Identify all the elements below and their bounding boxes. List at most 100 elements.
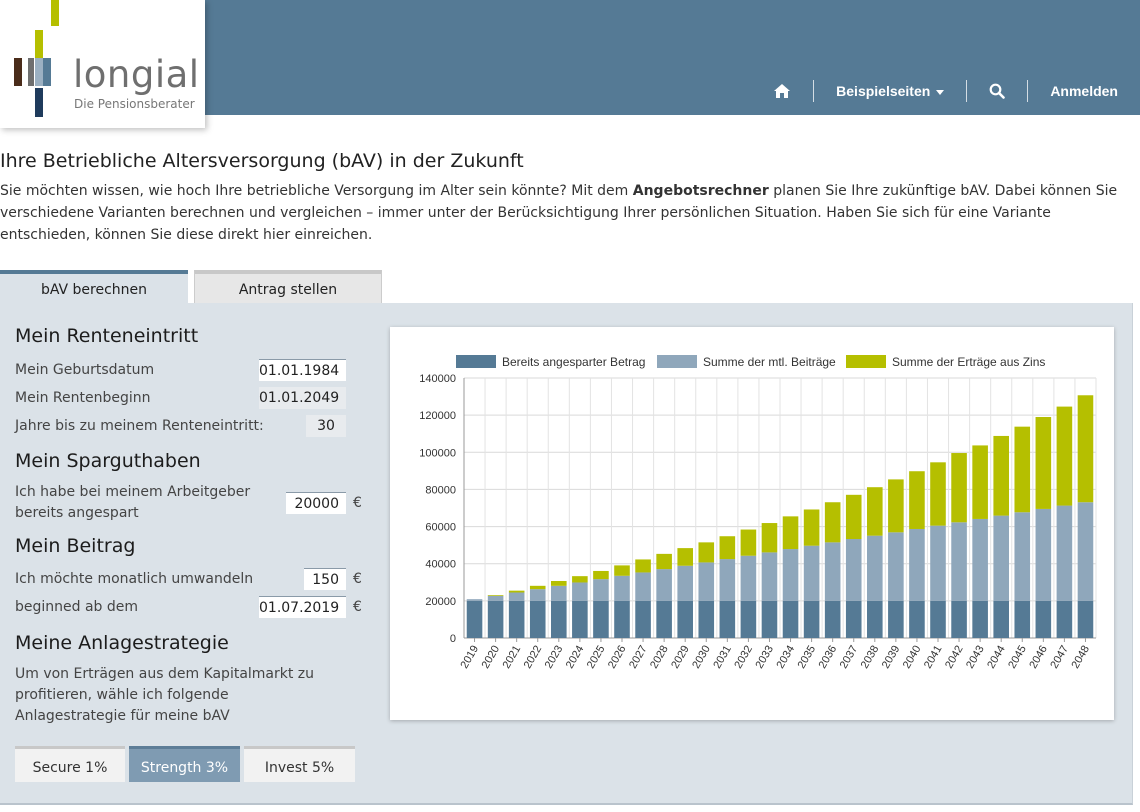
bar-segment [740, 529, 757, 556]
pension-start-label: Mein Rentenbeginn [15, 390, 151, 406]
strategy-heading: Meine Anlagestrategie [15, 632, 229, 654]
bar-segment [1014, 512, 1031, 601]
legend-swatch [657, 355, 697, 368]
bar-segment [677, 548, 693, 566]
y-tick-label: 0 [450, 633, 456, 645]
bar-segment [867, 600, 883, 638]
monthly-contribution-input[interactable]: 150 [304, 568, 346, 590]
logo-bar-navy [35, 88, 43, 117]
bar-segment [930, 462, 946, 526]
bar-segment [593, 600, 609, 638]
bar-segment [1035, 417, 1052, 509]
bar-segment [740, 555, 757, 601]
bar-segment [888, 479, 904, 533]
legend-label: Summe der mtl. Beiträge [703, 355, 836, 369]
bar-segment [951, 600, 967, 638]
bar-segment [466, 600, 483, 638]
bar-segment [593, 570, 609, 580]
bar-segment [867, 487, 883, 536]
bar-segment [529, 600, 546, 638]
bar-segment [719, 559, 736, 601]
bar-segment [1035, 600, 1052, 638]
bar-segment [487, 595, 504, 596]
bar-segment [845, 600, 862, 638]
bar-segment [1014, 600, 1031, 638]
y-tick-label: 120000 [419, 410, 456, 422]
bar-segment [803, 545, 820, 601]
bar-segment [698, 542, 715, 563]
bar-segment [972, 518, 988, 601]
main-nav: Beispielseiten Anmelden [773, 79, 1118, 103]
x-tick-label: 2039 [880, 644, 903, 671]
contribution-start-input[interactable]: 01.07.2019 [259, 596, 346, 618]
projection-chart: 0 20000 40000 60000 80000 100000 120000 140000 2… [390, 327, 1114, 720]
legend-label: Bereits angesparter Betrag [502, 355, 645, 369]
bar-segment [803, 509, 820, 546]
savings-input[interactable]: 20000 [286, 492, 346, 514]
login-link[interactable]: Anmelden [1050, 83, 1118, 99]
contribution-heading: Mein Beitrag [15, 535, 136, 557]
bar-segment [930, 600, 946, 638]
bar-segment [951, 522, 967, 601]
x-tick-label: 2025 [585, 644, 608, 671]
logo-bar-grey [28, 58, 34, 86]
x-tick-label: 2024 [564, 644, 587, 671]
x-tick-label: 2027 [627, 644, 650, 671]
bar-segment [635, 572, 651, 601]
bar-segment [909, 471, 925, 529]
search-icon[interactable] [989, 83, 1006, 99]
bar-segment [1056, 505, 1073, 601]
bar-segment [487, 600, 504, 638]
bar-segment [782, 600, 799, 638]
intro-text: Sie möchten wissen, wie hoch Ihre betrie… [0, 180, 1130, 246]
bar-segment [551, 600, 567, 638]
y-tick-label: 20000 [425, 596, 456, 608]
x-tick-label: 2045 [1006, 644, 1029, 671]
bar-segment [740, 600, 757, 638]
strategy-strength-button[interactable]: Strength 3% [129, 746, 240, 782]
birthdate-input[interactable]: 01.01.1984 [259, 359, 346, 381]
bar-segment [761, 552, 778, 601]
home-icon[interactable] [773, 83, 791, 99]
bar-segment [529, 585, 546, 590]
bar-segment [909, 600, 925, 638]
bar-segment [1035, 508, 1052, 601]
bar-segment [635, 559, 651, 573]
nav-divider [813, 80, 815, 102]
x-tick-label: 2028 [648, 644, 671, 671]
bar-segment [551, 580, 567, 586]
bar-segment [719, 600, 736, 638]
tab-bav-berechnen[interactable]: bAV berechnen [0, 270, 188, 303]
page-title: Ihre Betriebliche Altersversorgung (bAV)… [0, 150, 524, 172]
logo[interactable]: longial Die Pensionsberater [0, 0, 205, 128]
y-tick-label: 100000 [419, 447, 456, 459]
savings-label: Ich habe bei meinem Arbeitgeber bereits … [15, 484, 251, 521]
x-tick-label: 2023 [543, 644, 566, 671]
nav-examples-dropdown[interactable]: Beispielseiten [836, 83, 945, 99]
tab-antrag-stellen[interactable]: Antrag stellen [194, 270, 382, 303]
chevron-down-icon [936, 89, 945, 95]
nav-divider [1027, 80, 1029, 102]
x-tick-label: 2037 [838, 644, 861, 671]
bar-segment [972, 445, 988, 519]
strategy-invest-button[interactable]: Invest 5% [244, 746, 355, 782]
logo-text: longial [73, 53, 200, 96]
x-tick-label: 2030 [690, 644, 713, 671]
intro-text-bold: Angebotsrechner [632, 183, 769, 199]
x-tick-label: 2041 [922, 644, 945, 671]
x-tick-label: 2033 [753, 644, 776, 671]
strategy-secure-button[interactable]: Secure 1% [15, 746, 125, 782]
logo-bar-blue [43, 58, 51, 86]
bar-segment [1077, 395, 1094, 503]
bar-segment [761, 523, 778, 553]
x-tick-label: 2019 [458, 644, 481, 671]
x-tick-label: 2046 [1027, 644, 1050, 671]
bar-segment [972, 600, 988, 638]
x-tick-label: 2048 [1069, 644, 1092, 671]
bar-segment [656, 569, 672, 601]
logo-bar-green [35, 30, 43, 58]
bar-segment [951, 453, 967, 523]
bar-segment [888, 532, 904, 601]
retirement-heading: Mein Renteneintritt [15, 325, 199, 347]
bar-segment [930, 525, 946, 601]
